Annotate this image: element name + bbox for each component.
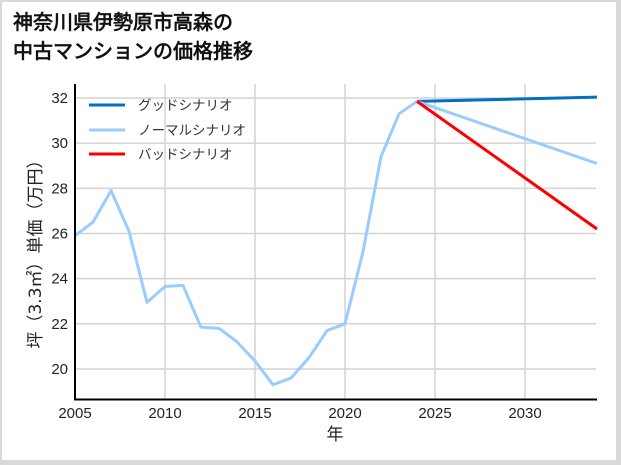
x-tick-label: 2005 xyxy=(58,405,91,422)
y-tick-label: 32 xyxy=(51,90,68,107)
gridlines xyxy=(75,84,596,399)
chart-title-line2: 中古マンションの価格推移 xyxy=(13,39,253,63)
series-line xyxy=(416,99,598,165)
x-tick-label: 2020 xyxy=(328,405,361,422)
legend: グッドシナリオ ノーマルシナリオ バッドシナリオ xyxy=(89,98,246,163)
x-tick-label: 2010 xyxy=(148,405,181,422)
legend-good-label: グッドシナリオ xyxy=(138,98,233,114)
chart-title-line1: 神奈川県伊勢原市高森の xyxy=(13,10,233,34)
y-tick-label: 22 xyxy=(51,316,68,333)
x-tick-label: 2015 xyxy=(238,405,271,422)
series-line xyxy=(416,95,598,103)
y-tick-label: 30 xyxy=(51,135,68,152)
legend-bad-label: バッドシナリオ xyxy=(138,147,233,163)
y-axis-label: 坪（3.3㎡）単価（万円） xyxy=(26,151,46,348)
y-tick-label: 20 xyxy=(51,361,68,378)
y-tick-label: 28 xyxy=(51,180,68,197)
y-tick-label: 24 xyxy=(51,271,68,288)
data-lines xyxy=(74,95,598,387)
chart-title: 神奈川県伊勢原市高森の 中古マンションの価格推移 xyxy=(13,8,253,66)
chart-frame xyxy=(2,2,616,460)
x-tick-labels: 2005 2010 2015 2020 2025 2030 xyxy=(58,405,541,422)
y-tick-label: 26 xyxy=(51,225,68,242)
x-tick-label: 2025 xyxy=(418,405,451,422)
y-tick-labels: 20 22 24 26 28 30 32 xyxy=(51,90,68,378)
series-line xyxy=(74,100,418,387)
series-line xyxy=(416,100,598,231)
x-axis-label: 年 xyxy=(327,425,344,445)
legend-normal-label: ノーマルシナリオ xyxy=(138,123,246,139)
x-tick-label: 2030 xyxy=(508,405,541,422)
